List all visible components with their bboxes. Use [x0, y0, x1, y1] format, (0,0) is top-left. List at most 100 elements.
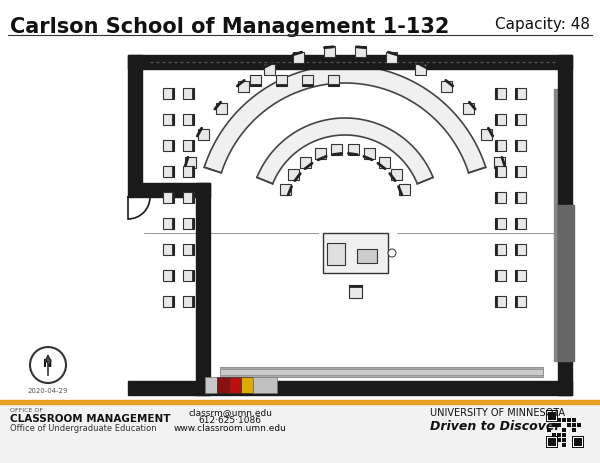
Bar — [547, 428, 551, 432]
Polygon shape — [364, 149, 375, 160]
Bar — [217, 377, 229, 393]
Polygon shape — [163, 296, 173, 307]
Polygon shape — [204, 66, 486, 174]
Bar — [573, 437, 583, 447]
Polygon shape — [349, 285, 362, 298]
Polygon shape — [494, 114, 506, 125]
Bar — [0, 400, 600, 404]
Polygon shape — [324, 47, 335, 58]
Polygon shape — [331, 145, 342, 156]
Text: 2020-04-29: 2020-04-29 — [28, 387, 68, 393]
Polygon shape — [163, 166, 173, 177]
Polygon shape — [182, 296, 194, 307]
Text: N: N — [43, 358, 53, 368]
Polygon shape — [515, 88, 526, 99]
Polygon shape — [182, 88, 194, 99]
Text: Office of Undergraduate Education: Office of Undergraduate Education — [10, 423, 157, 432]
Polygon shape — [494, 140, 506, 151]
Circle shape — [152, 382, 164, 394]
Polygon shape — [415, 65, 426, 76]
Text: UNIVERSITY OF MINNESOTA: UNIVERSITY OF MINNESOTA — [430, 407, 565, 417]
Polygon shape — [355, 47, 366, 58]
Text: classrm@umn.edu: classrm@umn.edu — [188, 407, 272, 416]
Bar — [558, 56, 572, 395]
Polygon shape — [328, 75, 338, 86]
Bar — [552, 433, 556, 437]
Polygon shape — [198, 130, 209, 140]
Polygon shape — [463, 104, 475, 115]
Bar — [557, 423, 561, 427]
Polygon shape — [163, 218, 173, 229]
Bar — [552, 423, 556, 427]
Polygon shape — [494, 88, 506, 99]
Polygon shape — [399, 184, 410, 195]
Polygon shape — [494, 244, 506, 255]
Circle shape — [30, 347, 66, 383]
Bar — [558, 206, 574, 361]
Polygon shape — [379, 157, 390, 169]
Bar — [323, 233, 388, 274]
Bar — [567, 418, 571, 422]
Bar — [572, 428, 576, 432]
Bar — [552, 418, 556, 422]
Bar — [562, 443, 566, 447]
Text: CLASSROOM MANAGEMENT: CLASSROOM MANAGEMENT — [10, 413, 170, 423]
Bar — [543, 401, 593, 451]
Polygon shape — [348, 145, 359, 156]
Bar — [572, 436, 584, 448]
Polygon shape — [315, 149, 326, 160]
Polygon shape — [182, 140, 194, 151]
Polygon shape — [163, 114, 173, 125]
Bar — [229, 377, 241, 393]
Polygon shape — [481, 130, 492, 140]
Bar — [327, 244, 345, 265]
Polygon shape — [494, 166, 506, 177]
Polygon shape — [182, 192, 194, 203]
Polygon shape — [515, 166, 526, 177]
Circle shape — [531, 382, 543, 394]
Bar — [572, 443, 576, 447]
Bar — [205, 377, 217, 393]
Bar — [241, 377, 253, 393]
Bar — [577, 423, 581, 427]
Polygon shape — [182, 244, 194, 255]
Bar — [557, 438, 561, 442]
Bar — [253, 377, 277, 393]
Bar — [577, 443, 581, 447]
Polygon shape — [300, 157, 311, 169]
Bar — [128, 56, 572, 70]
Text: Capacity: 48: Capacity: 48 — [495, 17, 590, 32]
Polygon shape — [441, 82, 452, 93]
Polygon shape — [494, 192, 506, 203]
Bar — [128, 381, 572, 395]
Bar — [574, 438, 582, 446]
Polygon shape — [494, 158, 505, 169]
Polygon shape — [250, 75, 260, 86]
Polygon shape — [182, 114, 194, 125]
Text: OFFICE OF: OFFICE OF — [10, 407, 43, 412]
Bar — [546, 410, 558, 422]
Polygon shape — [515, 218, 526, 229]
Bar — [357, 250, 377, 263]
Bar — [142, 70, 558, 381]
Bar — [557, 433, 561, 437]
Polygon shape — [391, 169, 401, 181]
Polygon shape — [515, 244, 526, 255]
Bar — [562, 428, 566, 432]
Bar — [562, 418, 566, 422]
Circle shape — [388, 250, 396, 257]
Polygon shape — [185, 158, 196, 169]
Bar — [547, 437, 557, 447]
Polygon shape — [163, 244, 173, 255]
Bar — [548, 412, 556, 420]
Polygon shape — [215, 104, 227, 115]
Polygon shape — [515, 270, 526, 281]
Polygon shape — [494, 270, 506, 281]
Polygon shape — [257, 119, 433, 184]
Polygon shape — [515, 114, 526, 125]
Bar — [562, 438, 566, 442]
Text: Carlson School of Management 1-132: Carlson School of Management 1-132 — [10, 17, 449, 37]
Bar — [547, 418, 551, 422]
Polygon shape — [163, 88, 173, 99]
Bar — [547, 411, 557, 421]
